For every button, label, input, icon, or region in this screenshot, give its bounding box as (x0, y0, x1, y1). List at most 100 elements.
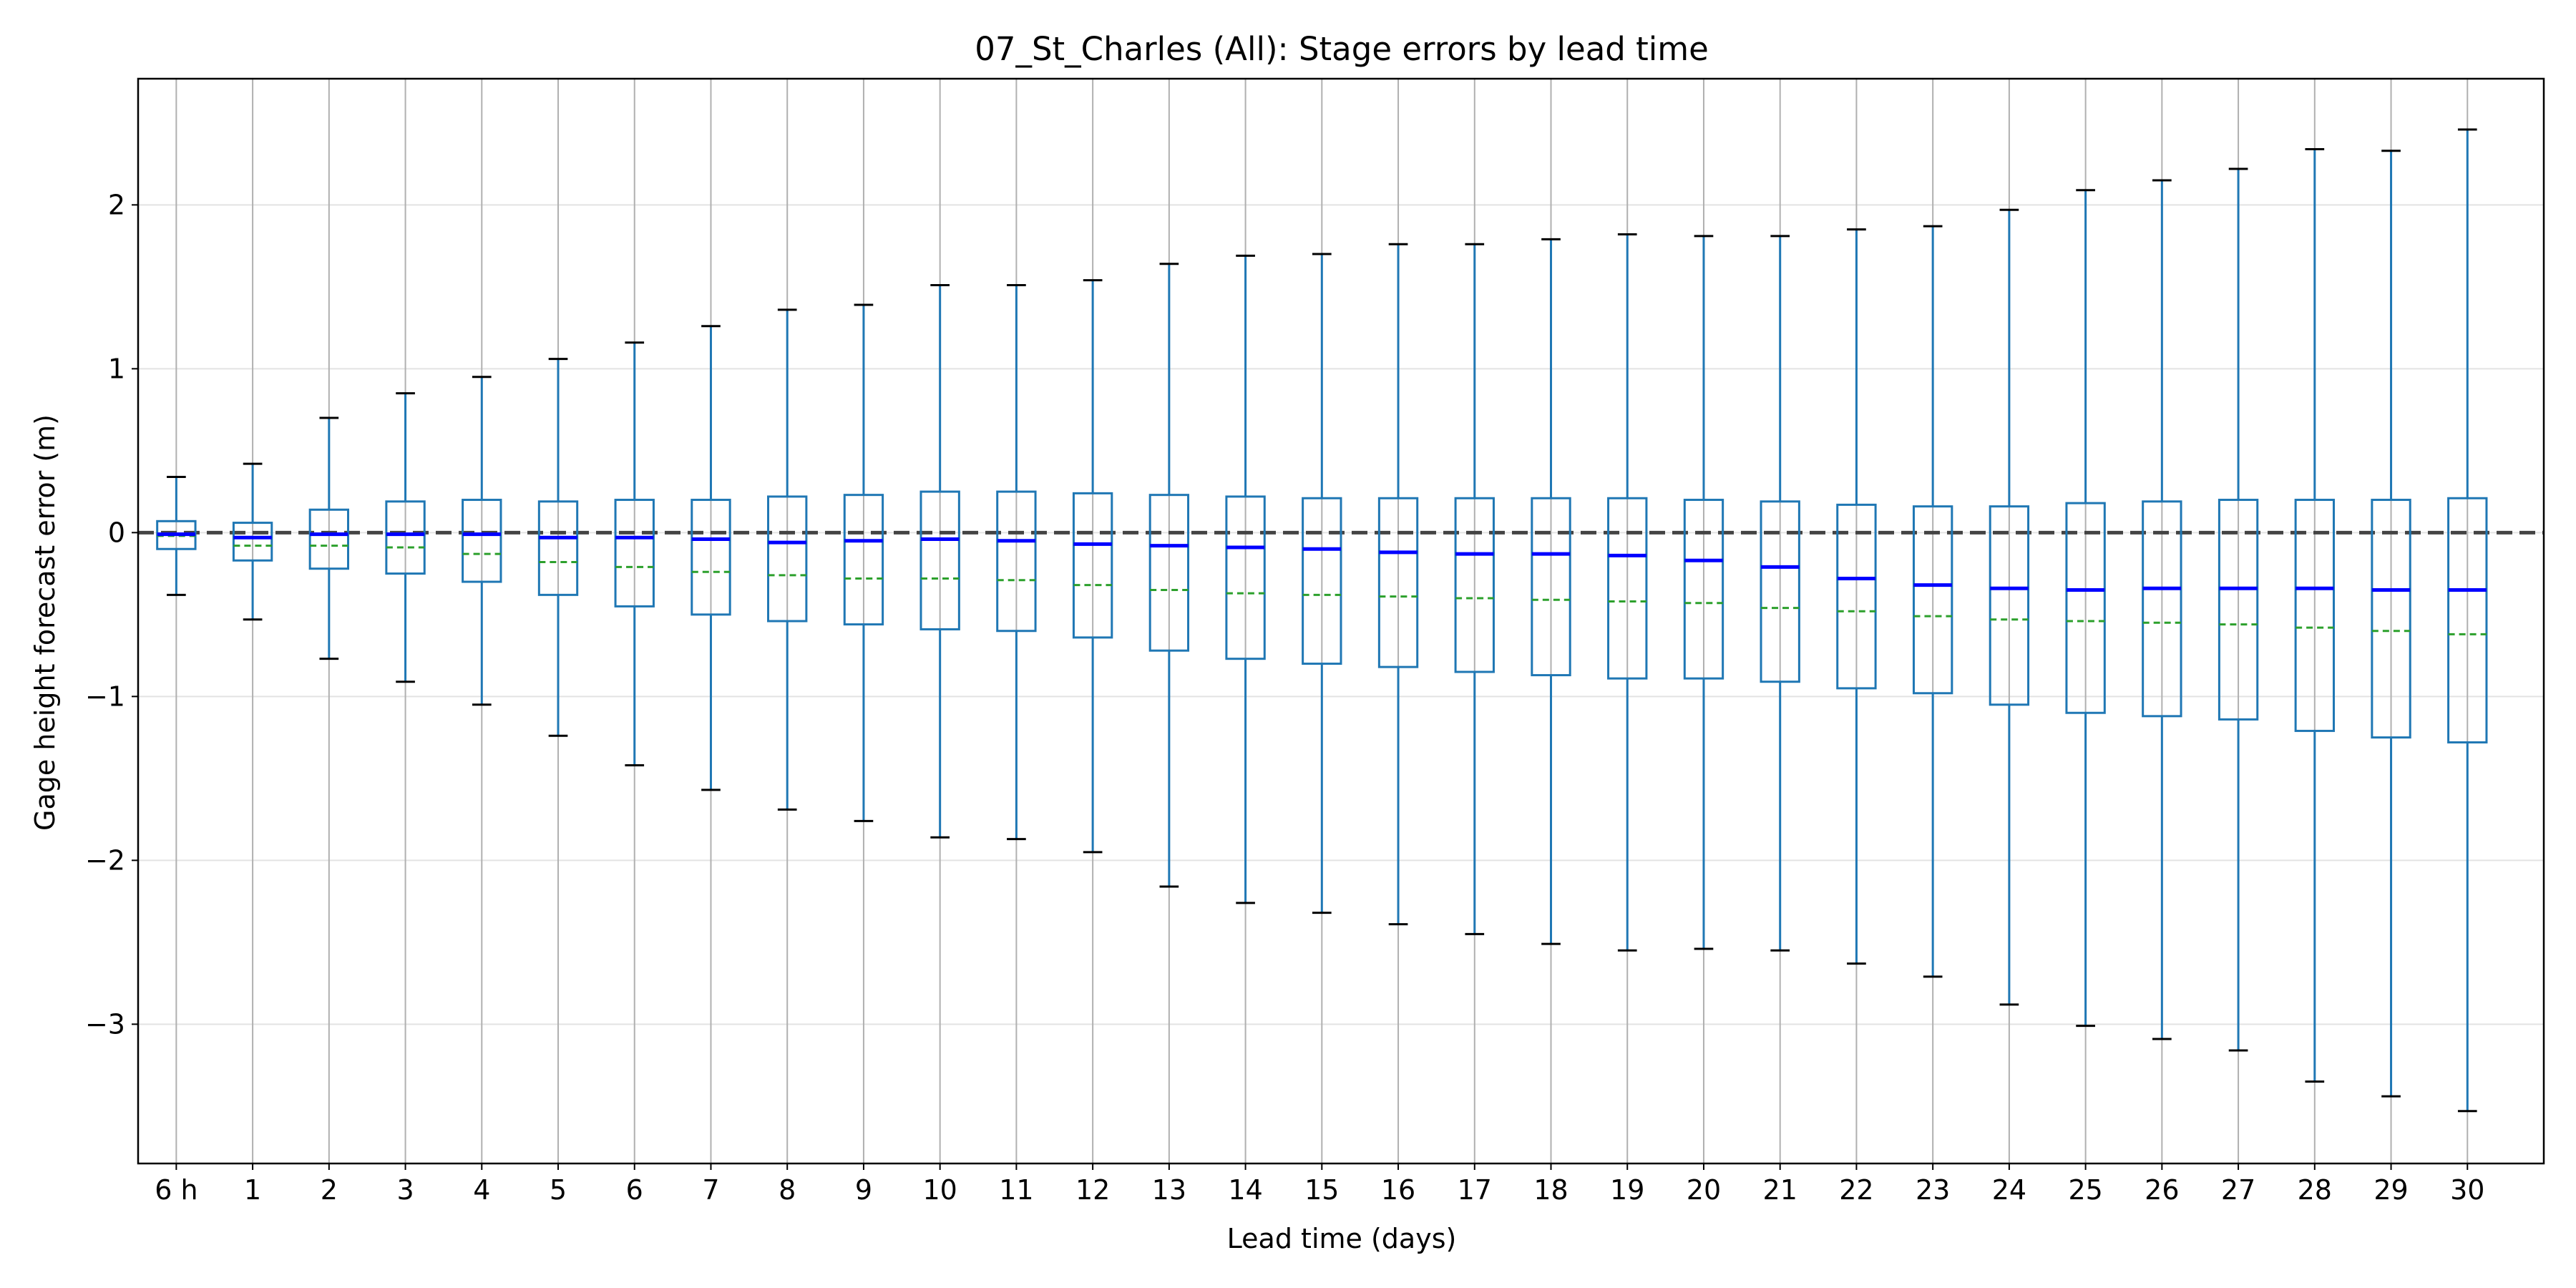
x-tick-label: 3 (396, 1174, 414, 1206)
iqr-box (1836, 503, 1877, 690)
box-group (767, 308, 808, 811)
box-group (691, 325, 731, 791)
x-tick-label: 19 (1610, 1174, 1644, 1206)
iqr-box (308, 508, 350, 570)
x-tick-label: 4 (473, 1174, 490, 1206)
iqr-box (1072, 492, 1113, 639)
x-tick-label: 12 (1075, 1174, 1110, 1206)
x-tick-label: 5 (550, 1174, 567, 1206)
x-tick-label: 20 (1687, 1174, 1721, 1206)
box-group (2294, 147, 2335, 1083)
box-group (1225, 254, 1266, 904)
iqr-box (2447, 497, 2488, 743)
x-tick-label: 28 (2298, 1174, 2332, 1206)
iqr-box (1607, 497, 1648, 680)
box-group (1607, 233, 1648, 952)
box-group (1531, 238, 1571, 945)
x-tick-label: 25 (2068, 1174, 2102, 1206)
box-group (996, 284, 1037, 841)
box-group (156, 475, 197, 596)
box-group (1912, 225, 1953, 978)
iqr-box (1302, 497, 1342, 665)
iqr-box (614, 499, 655, 608)
x-tick-label: 24 (1992, 1174, 2026, 1206)
box-group (1836, 228, 1877, 965)
x-tick-label: 22 (1839, 1174, 1873, 1206)
iqr-box (691, 499, 731, 616)
iqr-box (1454, 497, 1495, 673)
iqr-box (2218, 499, 2259, 721)
box-group (1072, 279, 1113, 854)
x-tick-label: 18 (1533, 1174, 1568, 1206)
x-tick-label: 21 (1763, 1174, 1797, 1206)
x-tick-label: 23 (1916, 1174, 1950, 1206)
iqr-box (1683, 499, 1724, 680)
iqr-box (2371, 499, 2411, 739)
iqr-box (537, 500, 579, 596)
x-tick-label: 7 (702, 1174, 719, 1206)
iqr-box (1760, 500, 1800, 683)
x-tick-label: 30 (2450, 1174, 2484, 1206)
iqr-box (1377, 497, 1419, 668)
iqr-box (2294, 499, 2335, 732)
iqr-box (919, 490, 960, 630)
box-group (232, 462, 273, 621)
box-group (537, 358, 579, 737)
box-group (1760, 235, 1800, 952)
iqr-box (1531, 497, 1571, 677)
iqr-box (385, 500, 426, 575)
box-group (614, 341, 655, 767)
x-tick-label: 9 (855, 1174, 872, 1206)
box-group (385, 392, 426, 683)
box-group (1377, 243, 1419, 926)
iqr-box (1148, 494, 1190, 652)
box-group (2371, 150, 2411, 1098)
box-group (462, 376, 502, 706)
plot-frame (137, 77, 2545, 1165)
x-tick-label: 17 (1458, 1174, 1492, 1206)
y-tick-label: −2 (85, 844, 125, 876)
iqr-box (767, 495, 808, 623)
box-group (2065, 189, 2106, 1028)
iqr-box (2142, 500, 2182, 718)
y-axis-label: Gage height forecast error (m) (29, 414, 61, 831)
y-tick-label: −3 (85, 1008, 125, 1040)
box-group (1454, 243, 1495, 935)
box-group (2142, 179, 2182, 1040)
box-group (2218, 167, 2259, 1052)
x-tick-label: 27 (2221, 1174, 2255, 1206)
x-tick-label: 1 (244, 1174, 261, 1206)
y-axis-ticks: −3 −2 −1 0 1 2 (85, 189, 138, 1040)
iqr-box (1989, 505, 2030, 706)
box-group (1989, 208, 2030, 1006)
x-tick-label: 6 h (155, 1174, 197, 1206)
box-group (308, 416, 350, 660)
x-tick-label: 16 (1381, 1174, 1415, 1206)
box-group (919, 284, 960, 839)
x-axis-label: Lead time (days) (1227, 1223, 1457, 1254)
iqr-box (843, 494, 884, 626)
iqr-box (462, 499, 502, 583)
iqr-box (232, 522, 273, 562)
x-tick-label: 15 (1304, 1174, 1339, 1206)
x-tick-label: 10 (922, 1174, 957, 1206)
x-tick-label: 8 (779, 1174, 796, 1206)
y-tick-label: 1 (108, 353, 125, 384)
chart-title: 07_St_Charles (All): Stage errors by lea… (975, 30, 1709, 68)
box-group (2447, 128, 2488, 1113)
x-axis-ticks: 6 h 1 2 3 4 5 6 7 8 9 10 11 12 13 14 15 16 17 18 19 20 21 22 23… (155, 1163, 2484, 1206)
x-tick-label: 14 (1228, 1174, 1262, 1206)
y-tick-label: 0 (108, 517, 125, 548)
iqr-box (996, 490, 1037, 633)
y-tick-label: −1 (85, 680, 125, 712)
box-group (1302, 253, 1342, 914)
y-tick-label: 2 (108, 189, 125, 220)
box-group (843, 303, 884, 822)
box-group (1148, 263, 1190, 888)
iqr-box (2065, 502, 2106, 714)
x-tick-label: 13 (1152, 1174, 1186, 1206)
x-tick-label: 26 (2145, 1174, 2179, 1206)
box-layer (156, 128, 2488, 1113)
